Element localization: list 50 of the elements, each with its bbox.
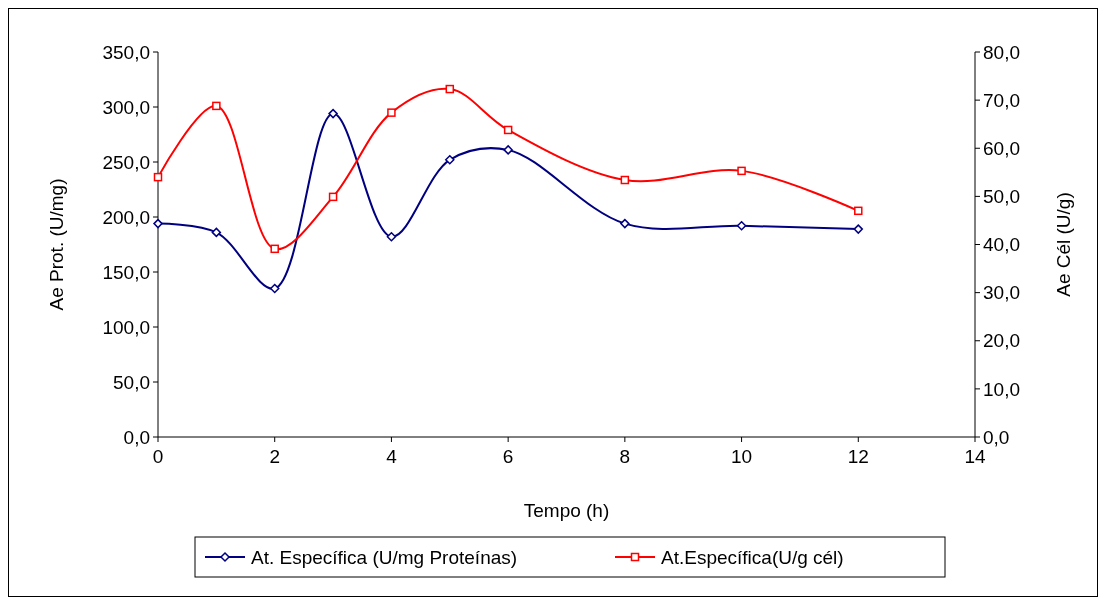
point [212,101,221,111]
x-tick-label: 4 [386,446,398,467]
x-tick-label: 0 [152,446,164,467]
y-tick-label: 50,0 [113,371,150,393]
legend-label: At.Específica(U/g cél) [661,546,844,568]
y-tick-label: 200,0 [102,206,150,228]
point [386,232,397,242]
point [503,145,513,155]
point [503,125,513,135]
point [269,283,280,294]
point [211,227,222,238]
y-tick-label: 250,0 [102,151,150,173]
point [736,221,747,231]
x-axis-title: Tempo (h) [523,500,610,521]
point [620,218,630,229]
y-tick-label: 100,0 [102,316,150,338]
point [387,108,396,117]
point [153,172,163,182]
point [328,108,338,119]
x-tick-label: 2 [269,446,280,467]
x-tick-label: 14 [964,446,986,467]
point [737,166,746,176]
y2-tick-label: 80,0 [983,41,1020,63]
point [445,155,455,165]
y-tick-label: 350,0 [102,41,150,63]
point [620,175,630,185]
y2-axis-title: Ae Cél (U/g) [1053,192,1074,297]
x-tick-label: 6 [502,446,514,467]
x-tick-label: 12 [847,446,869,467]
y2-tick-label: 40,0 [983,234,1020,256]
y2-tick-label: 0,0 [983,426,1010,448]
point [153,218,163,229]
point [854,206,863,216]
y-tick-label: 0,0 [123,426,150,448]
y2-tick-label: 20,0 [983,330,1020,352]
legend-label: At. Específica (U/mg Proteínas) [251,546,518,568]
y2-tick-label: 70,0 [983,89,1020,111]
point [445,84,455,94]
point [328,192,338,202]
y2-tick-label: 50,0 [983,186,1020,208]
x-tick-label: 8 [619,446,631,467]
point [270,244,279,254]
y-axis-title: Ae Prot. (U/mg) [46,178,67,311]
y-tick-label: 300,0 [102,96,150,118]
y2-tick-label: 60,0 [983,137,1020,159]
y2-tick-label: 10,0 [983,378,1020,400]
point [853,224,864,234]
y2-tick-label: 30,0 [983,282,1020,304]
x-tick-label: 10 [731,446,753,467]
y-tick-label: 150,0 [102,261,150,283]
